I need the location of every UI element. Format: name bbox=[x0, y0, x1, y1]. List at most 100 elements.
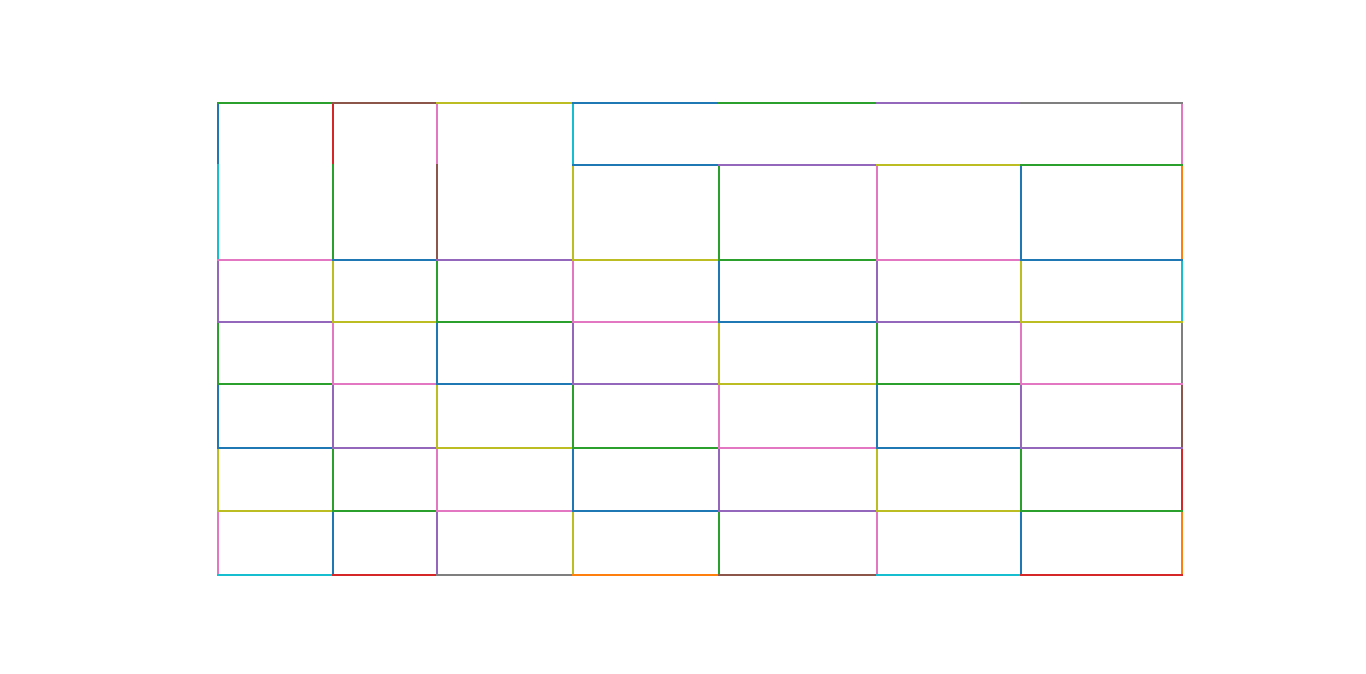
h-segment bbox=[436, 574, 574, 576]
v-segment bbox=[1020, 510, 1022, 576]
h-segment bbox=[1020, 383, 1183, 385]
h-segment bbox=[572, 259, 720, 261]
h-segment bbox=[718, 259, 878, 261]
h-segment bbox=[876, 164, 1022, 166]
h-segment bbox=[876, 102, 1022, 104]
h-segment bbox=[1020, 321, 1183, 323]
h-segment bbox=[572, 447, 720, 449]
v-segment bbox=[436, 102, 438, 166]
h-segment bbox=[217, 574, 334, 576]
h-segment bbox=[332, 510, 438, 512]
v-segment bbox=[876, 510, 878, 576]
h-segment bbox=[718, 102, 878, 104]
h-segment bbox=[1020, 102, 1183, 104]
h-segment bbox=[436, 102, 574, 104]
h-segment bbox=[332, 259, 438, 261]
v-segment bbox=[876, 383, 878, 449]
h-segment bbox=[217, 102, 334, 104]
v-segment bbox=[876, 447, 878, 512]
v-segment bbox=[1181, 321, 1183, 385]
v-segment bbox=[572, 102, 574, 166]
v-segment bbox=[572, 383, 574, 449]
h-segment bbox=[718, 321, 878, 323]
v-segment bbox=[1020, 447, 1022, 512]
h-segment bbox=[876, 574, 1022, 576]
v-segment bbox=[572, 164, 574, 261]
h-segment bbox=[876, 447, 1022, 449]
v-segment bbox=[572, 259, 574, 323]
v-segment bbox=[572, 321, 574, 385]
h-segment bbox=[876, 259, 1022, 261]
h-segment bbox=[876, 321, 1022, 323]
v-segment bbox=[1181, 102, 1183, 166]
h-segment bbox=[332, 574, 438, 576]
h-segment bbox=[718, 574, 878, 576]
v-segment bbox=[1020, 383, 1022, 449]
v-segment bbox=[876, 321, 878, 385]
h-segment bbox=[217, 383, 334, 385]
v-segment bbox=[436, 447, 438, 512]
v-segment bbox=[1181, 383, 1183, 449]
h-segment bbox=[718, 510, 878, 512]
v-segment bbox=[718, 164, 720, 261]
v-segment bbox=[217, 383, 219, 449]
h-segment bbox=[332, 447, 438, 449]
v-segment bbox=[332, 510, 334, 576]
v-segment bbox=[718, 447, 720, 512]
v-segment bbox=[436, 164, 438, 261]
v-segment bbox=[436, 383, 438, 449]
v-segment bbox=[1020, 164, 1022, 261]
h-segment bbox=[217, 259, 334, 261]
v-segment bbox=[217, 321, 219, 385]
v-segment bbox=[332, 321, 334, 385]
v-segment bbox=[718, 259, 720, 323]
h-segment bbox=[436, 321, 574, 323]
h-segment bbox=[436, 259, 574, 261]
v-segment bbox=[332, 164, 334, 261]
h-segment bbox=[876, 383, 1022, 385]
h-segment bbox=[217, 510, 334, 512]
v-segment bbox=[1020, 259, 1022, 323]
h-segment bbox=[718, 383, 878, 385]
h-segment bbox=[332, 321, 438, 323]
h-segment bbox=[1020, 447, 1183, 449]
v-segment bbox=[332, 447, 334, 512]
v-segment bbox=[217, 102, 219, 166]
v-segment bbox=[1181, 447, 1183, 512]
h-segment bbox=[436, 447, 574, 449]
v-segment bbox=[718, 383, 720, 449]
h-segment bbox=[572, 321, 720, 323]
v-segment bbox=[876, 259, 878, 323]
h-segment bbox=[332, 383, 438, 385]
v-segment bbox=[436, 259, 438, 323]
h-segment bbox=[217, 321, 334, 323]
v-segment bbox=[1181, 259, 1183, 323]
v-segment bbox=[217, 259, 219, 323]
v-segment bbox=[572, 447, 574, 512]
v-segment bbox=[876, 164, 878, 261]
h-segment bbox=[1020, 164, 1183, 166]
v-segment bbox=[217, 510, 219, 576]
h-segment bbox=[876, 510, 1022, 512]
h-segment bbox=[718, 447, 878, 449]
h-segment bbox=[436, 383, 574, 385]
h-segment bbox=[572, 574, 720, 576]
v-segment bbox=[217, 164, 219, 261]
v-segment bbox=[1181, 510, 1183, 576]
h-segment bbox=[332, 102, 438, 104]
v-segment bbox=[718, 510, 720, 576]
v-segment bbox=[332, 259, 334, 323]
h-segment bbox=[1020, 510, 1183, 512]
v-segment bbox=[332, 102, 334, 166]
h-segment bbox=[572, 102, 720, 104]
v-segment bbox=[217, 447, 219, 512]
v-segment bbox=[1181, 164, 1183, 261]
h-segment bbox=[572, 164, 720, 166]
h-segment bbox=[572, 383, 720, 385]
h-segment bbox=[1020, 574, 1183, 576]
v-segment bbox=[436, 321, 438, 385]
v-segment bbox=[1020, 321, 1022, 385]
h-segment bbox=[436, 510, 574, 512]
